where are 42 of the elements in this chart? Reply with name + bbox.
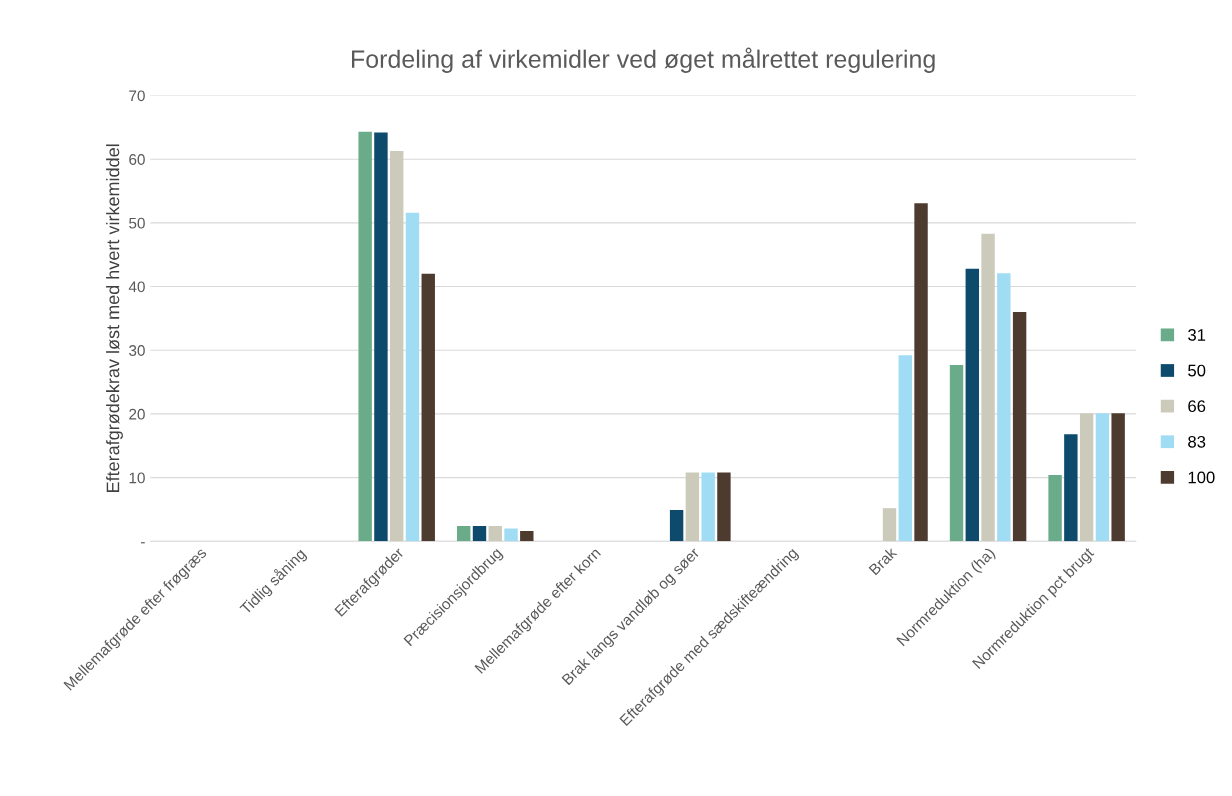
bar bbox=[374, 132, 388, 542]
bar bbox=[949, 364, 964, 542]
bar bbox=[981, 233, 995, 542]
bar bbox=[457, 526, 471, 542]
bar bbox=[1064, 434, 1078, 542]
bar bbox=[1048, 475, 1062, 542]
bar bbox=[1095, 413, 1110, 542]
bar bbox=[488, 526, 502, 542]
y-axis-title: Efterafgrødekrav løst med hvert virkemiddel bbox=[106, 144, 123, 492]
bar bbox=[405, 212, 420, 542]
legend-label: 83 bbox=[1188, 435, 1206, 448]
y-tick-label: 50 bbox=[129, 217, 145, 229]
bar bbox=[421, 273, 435, 542]
bar bbox=[1079, 413, 1094, 542]
bar bbox=[358, 131, 372, 542]
bar bbox=[1012, 312, 1027, 542]
legend-label: 31 bbox=[1188, 329, 1206, 341]
legend-label: 50 bbox=[1188, 364, 1206, 377]
y-tick-label: 30 bbox=[129, 345, 145, 356]
bar bbox=[965, 268, 979, 542]
y-tick-label: 70 bbox=[129, 90, 145, 102]
y-tick-label: 20 bbox=[129, 408, 145, 420]
bar bbox=[701, 472, 715, 542]
bar bbox=[520, 531, 534, 542]
bar bbox=[914, 203, 928, 542]
bar bbox=[717, 472, 731, 542]
bar bbox=[898, 355, 912, 542]
y-tick-label: 10 bbox=[129, 472, 145, 484]
bar bbox=[390, 150, 404, 542]
bar bbox=[669, 510, 684, 542]
chart-title: Fordeling af virkemidler ved øget målrettet regulering bbox=[351, 47, 935, 73]
legend-label: 100 bbox=[1188, 471, 1215, 484]
bar bbox=[997, 273, 1011, 542]
y-tick-label: - bbox=[141, 542, 145, 544]
bar bbox=[504, 528, 518, 542]
y-tick-label: 40 bbox=[128, 281, 145, 293]
bar bbox=[1111, 413, 1125, 542]
legend-label: 66 bbox=[1188, 400, 1206, 413]
bar bbox=[685, 472, 700, 542]
bar bbox=[472, 526, 487, 542]
bar bbox=[882, 508, 897, 542]
y-tick-label: 60 bbox=[129, 154, 145, 165]
